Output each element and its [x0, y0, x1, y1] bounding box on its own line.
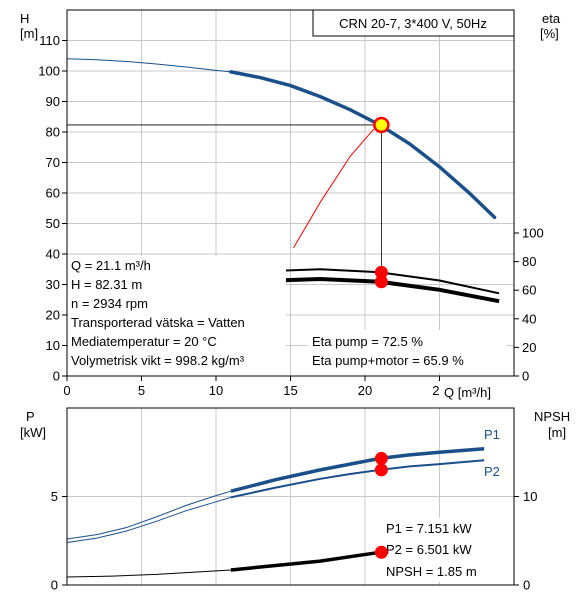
- head-tick-label-9: 90: [46, 94, 60, 109]
- head-tick-label-8: 80: [46, 125, 60, 140]
- head-tick-label-11: 110: [39, 33, 60, 48]
- flow-axis-label: Q [m³/h]: [444, 385, 491, 400]
- head-tick-label-1: 10: [46, 338, 60, 353]
- eta-tick-label-2: 40: [522, 311, 536, 326]
- info-eta-total: Eta pump+motor = 65.9 %: [312, 353, 464, 368]
- npsh-tick-label-0: 0: [523, 578, 530, 593]
- flow-tick-label-4: 20: [358, 383, 372, 398]
- flow-tick-label-2: 10: [209, 383, 223, 398]
- eta-tick-label-5: 100: [522, 226, 544, 241]
- power-panel: 05 010 P [kW] NPSH [m] P1 P2 P1 = 7.151 …: [20, 407, 570, 593]
- red-helper-curve: [293, 128, 375, 249]
- head-tick-label-5: 50: [46, 216, 60, 231]
- info-flow: Q = 21.1 m³/h: [71, 258, 151, 273]
- p2-curve-extended: [66, 496, 232, 543]
- chart-title: CRN 20-7, 3*400 V, 50Hz: [339, 16, 487, 31]
- duty-point-marker: [373, 116, 390, 134]
- eta-point-marker-1: [374, 275, 388, 289]
- eta-tick-label-1: 20: [522, 340, 536, 355]
- series-label-p1: P1: [484, 427, 500, 442]
- flow-tick-label-0: 0: [63, 383, 70, 398]
- info-density: Volymetrisk vikt = 998.2 kg/m³: [71, 353, 245, 368]
- head-curve-extended: [66, 58, 231, 73]
- npsh-tick-label-1: 10: [523, 489, 537, 504]
- power-axis-unit: [kW]: [20, 425, 46, 440]
- head-tick-label-2: 20: [46, 308, 60, 323]
- p2-point-marker: [374, 463, 388, 477]
- info-p2: P2 = 6.501 kW: [386, 542, 472, 557]
- head-tick-label-4: 40: [46, 247, 60, 262]
- eta-info-box: [308, 330, 506, 373]
- power-tick-label-0: 0: [51, 578, 58, 593]
- head-tick-label-7: 70: [46, 155, 60, 170]
- power-axis-label: P: [26, 409, 35, 424]
- eta-axis-label: eta: [542, 11, 561, 26]
- flow-tick-label-1: 5: [138, 383, 145, 398]
- npsh-axis-ticks: 0 10: [514, 489, 537, 593]
- head-tick-label-3: 30: [46, 277, 60, 292]
- info-p1: P1 = 7.151 kW: [386, 521, 472, 536]
- eta-tick-label-4: 80: [522, 254, 536, 269]
- head-axis-label: H: [20, 11, 29, 26]
- power-tick-label-1: 5: [51, 489, 58, 504]
- info-head: H = 82.31 m: [71, 277, 142, 292]
- info-npsh: NPSH = 1.85 m: [386, 564, 477, 579]
- head-panel: CRN 20-7, 3*400 V, 50Hz 0102030405060708…: [20, 9, 561, 400]
- npsh-axis-label: NPSH: [534, 409, 570, 424]
- power-axis-ticks: 05: [51, 489, 67, 593]
- eta-point-marker-0: [374, 265, 388, 279]
- power-series: [66, 446, 485, 578]
- npsh-point-marker: [374, 545, 388, 559]
- eta-tick-label-3: 60: [522, 283, 536, 298]
- duty-info-box: [68, 256, 286, 375]
- head-tick-label-10: 100: [38, 64, 60, 79]
- head-markers: [373, 116, 390, 289]
- chart-title-box: [312, 9, 515, 37]
- p2-curve: [230, 459, 485, 499]
- p1-curve-extended: [66, 490, 232, 540]
- power-markers: [374, 451, 388, 559]
- power-info-box: [380, 518, 510, 582]
- npsh-axis-unit: [m]: [548, 425, 566, 440]
- eta-tick-label-0: 0: [522, 369, 529, 384]
- head-tick-label-0: 0: [53, 369, 60, 384]
- p1-point-marker: [374, 451, 388, 465]
- info-liquid: Transporterad vätska = Vatten: [71, 315, 245, 330]
- eta-axis-unit: [%]: [540, 26, 559, 41]
- info-eta-pump: Eta pump = 72.5 %: [312, 334, 423, 349]
- head-axis-ticks: 0 10 20 30 40 50 60 70 80 90 100 110: [38, 33, 67, 384]
- head-curve: [229, 70, 497, 220]
- flow-axis-label-bg: [440, 384, 506, 400]
- head-axis-unit: [m]: [20, 26, 38, 41]
- flow-tick-label-3: 15: [283, 383, 297, 398]
- flow-axis-ticks: 0 5 10 15 20 25: [63, 376, 447, 398]
- series-label-p2: P2: [484, 464, 500, 479]
- npsh-curve-extended: [66, 569, 231, 578]
- info-temperature: Mediatemperatur = 20 °C: [71, 334, 217, 349]
- p1-curve: [230, 446, 485, 493]
- eta-axis-ticks: 0 20 40 60 80 100: [514, 226, 544, 384]
- info-speed: n = 2934 rpm: [71, 296, 148, 311]
- head-tick-label-6: 60: [46, 186, 60, 201]
